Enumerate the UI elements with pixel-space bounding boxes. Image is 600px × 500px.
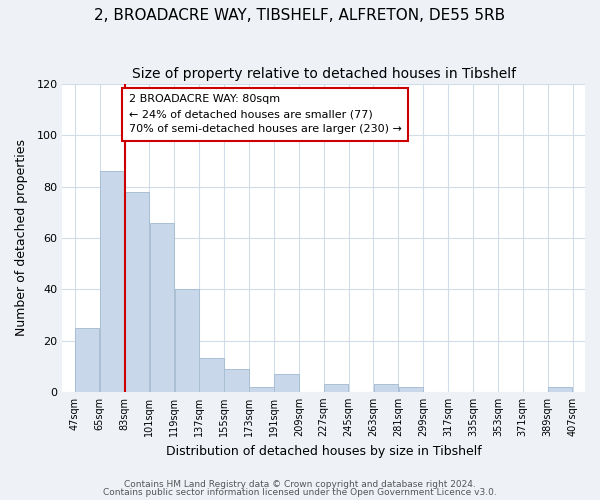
Bar [548, 386, 572, 392]
Text: 2, BROADACRE WAY, TIBSHELF, ALFRETON, DE55 5RB: 2, BROADACRE WAY, TIBSHELF, ALFRETON, DE… [94, 8, 506, 22]
Text: Contains public sector information licensed under the Open Government Licence v3: Contains public sector information licen… [103, 488, 497, 497]
Bar [324, 384, 349, 392]
Bar [199, 358, 224, 392]
Bar [224, 368, 249, 392]
Bar [100, 172, 124, 392]
Bar [274, 374, 299, 392]
Bar [75, 328, 100, 392]
Text: Contains HM Land Registry data © Crown copyright and database right 2024.: Contains HM Land Registry data © Crown c… [124, 480, 476, 489]
Bar [149, 222, 174, 392]
Title: Size of property relative to detached houses in Tibshelf: Size of property relative to detached ho… [131, 68, 516, 82]
Bar [125, 192, 149, 392]
Bar [374, 384, 398, 392]
Bar [398, 386, 423, 392]
Bar [249, 386, 274, 392]
Text: 2 BROADACRE WAY: 80sqm
← 24% of detached houses are smaller (77)
70% of semi-det: 2 BROADACRE WAY: 80sqm ← 24% of detached… [128, 94, 401, 134]
X-axis label: Distribution of detached houses by size in Tibshelf: Distribution of detached houses by size … [166, 444, 482, 458]
Bar [175, 289, 199, 392]
Y-axis label: Number of detached properties: Number of detached properties [15, 140, 28, 336]
